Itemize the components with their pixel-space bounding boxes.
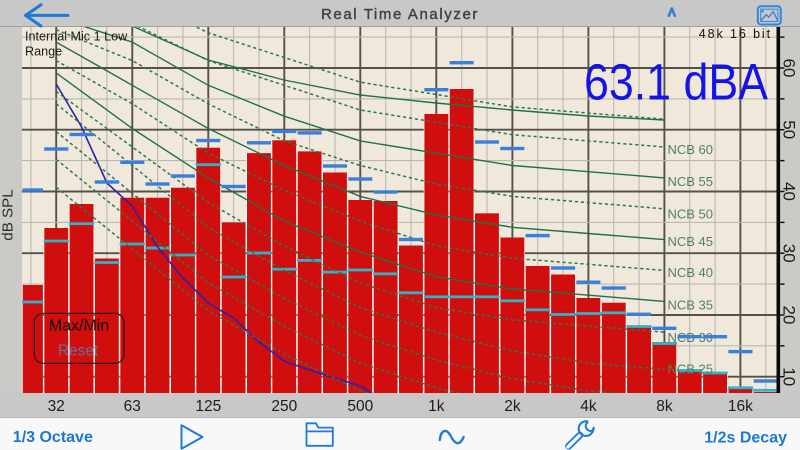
svg-text:NCB 40: NCB 40 [668, 265, 714, 280]
svg-text:1/3 Octave: 1/3 Octave [13, 429, 93, 446]
svg-text:NCB 35: NCB 35 [668, 297, 714, 312]
svg-text:63: 63 [124, 398, 141, 415]
svg-text:2k: 2k [504, 398, 521, 415]
svg-text:30: 30 [780, 244, 799, 263]
svg-text:250: 250 [271, 398, 297, 415]
svg-text:Real Time Analyzer: Real Time Analyzer [321, 6, 479, 23]
svg-text:Max/Min: Max/Min [49, 318, 109, 335]
svg-text:63.1 dBA: 63.1 dBA [584, 54, 768, 111]
svg-text:16k: 16k [728, 398, 753, 415]
svg-text:20: 20 [780, 306, 799, 325]
svg-text:NCB 60: NCB 60 [668, 142, 714, 157]
svg-text:1k: 1k [428, 398, 445, 415]
svg-text:50: 50 [780, 120, 799, 139]
svg-text:1/2s Decay: 1/2s Decay [704, 430, 787, 447]
svg-text:NCB 50: NCB 50 [668, 207, 714, 222]
svg-text:500: 500 [347, 398, 373, 415]
svg-text:40: 40 [780, 182, 799, 201]
svg-text:NCB 55: NCB 55 [668, 174, 714, 189]
svg-text:60: 60 [780, 59, 799, 78]
svg-text:32: 32 [48, 398, 65, 415]
svg-text:8k: 8k [656, 398, 673, 415]
svg-text:Reset: Reset [58, 343, 99, 360]
svg-text:48k 16 bit: 48k 16 bit [699, 27, 772, 41]
svg-text:Internal Mic 1 Low: Internal Mic 1 Low [25, 30, 128, 44]
svg-text:Range: Range [25, 45, 62, 59]
svg-text:4k: 4k [580, 398, 597, 415]
svg-text:10: 10 [780, 367, 799, 386]
svg-text:125: 125 [195, 398, 221, 415]
svg-text:NCB 45: NCB 45 [668, 234, 714, 249]
svg-text:dB SPL: dB SPL [0, 189, 17, 241]
svg-text:NCB 25: NCB 25 [668, 362, 714, 377]
